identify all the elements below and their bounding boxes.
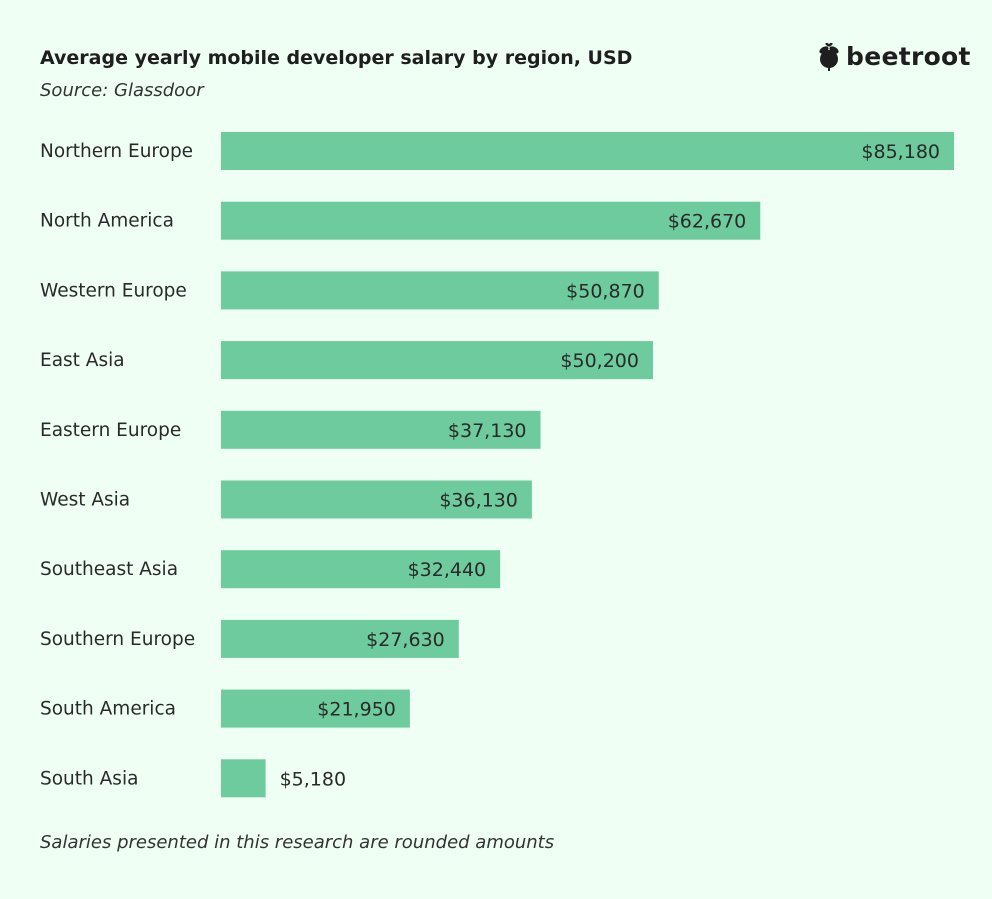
chart-source: Source: Glassdoor xyxy=(40,80,204,101)
data-label: $62,670 xyxy=(668,211,747,233)
logo-text: beetroot xyxy=(846,42,971,71)
category-label: Southern Europe xyxy=(40,629,195,650)
category-label: Southeast Asia xyxy=(40,559,178,580)
category-label: South America xyxy=(40,699,176,720)
data-label: $36,130 xyxy=(439,490,518,512)
beetroot-icon xyxy=(819,42,839,71)
bar xyxy=(221,132,954,170)
data-label: $32,440 xyxy=(408,559,487,581)
data-label: $50,200 xyxy=(560,350,639,372)
bar xyxy=(221,201,761,240)
bar xyxy=(221,759,266,798)
data-label: $27,630 xyxy=(366,629,445,651)
bar xyxy=(221,689,410,728)
footnote: Salaries presented in this research are … xyxy=(40,832,555,853)
bar xyxy=(221,619,459,658)
category-label: North America xyxy=(40,211,174,232)
bar xyxy=(221,550,501,589)
bar xyxy=(221,271,659,310)
data-label: $50,870 xyxy=(566,280,645,302)
bar xyxy=(221,341,653,380)
bar xyxy=(221,410,541,449)
category-label: Eastern Europe xyxy=(40,420,181,441)
chart-title: Average yearly mobile developer salary b… xyxy=(40,47,633,69)
data-label: $37,130 xyxy=(448,420,527,442)
category-label: Western Europe xyxy=(40,280,187,301)
data-label: $21,950 xyxy=(317,699,396,721)
category-label: West Asia xyxy=(40,490,130,511)
data-label: $5,180 xyxy=(280,768,346,790)
data-label: $85,180 xyxy=(861,141,940,163)
beetroot-logo: beetroot xyxy=(816,42,971,71)
category-label: Northern Europe xyxy=(40,141,193,162)
category-label: East Asia xyxy=(40,350,125,371)
category-label: South Asia xyxy=(40,768,138,789)
bar xyxy=(221,480,532,519)
